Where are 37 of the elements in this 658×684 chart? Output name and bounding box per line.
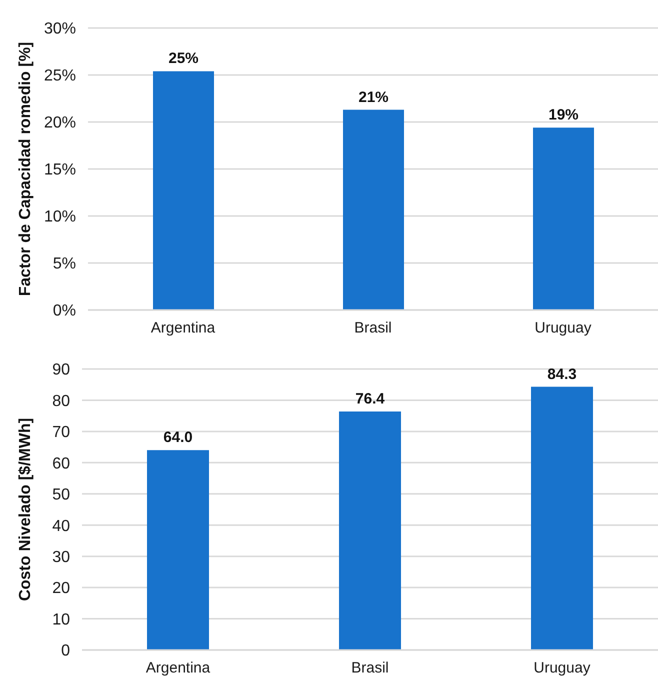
data-label: 19% (548, 106, 579, 124)
y-tick-label: 30 (52, 549, 70, 566)
y-tick-label: 80 (52, 392, 70, 410)
y-tick-label: 90 (52, 362, 70, 379)
y-tick-label: 0% (52, 302, 76, 320)
y-tick-label: 15% (44, 162, 76, 179)
bar (533, 128, 594, 310)
y-tick-label: 5% (52, 256, 76, 273)
data-label: 64.0 (163, 429, 193, 446)
data-label: 21% (358, 88, 389, 106)
x-tick-label: Brasil (354, 320, 392, 337)
bar (343, 110, 404, 310)
y-tick-label: 50 (52, 486, 70, 504)
x-tick-label: Uruguay (534, 660, 591, 677)
x-tick-label: Brasil (351, 660, 389, 677)
bar (339, 411, 401, 650)
bar (531, 386, 593, 650)
x-tick-label: Uruguay (534, 320, 592, 337)
y-tick-label: 60 (52, 455, 70, 472)
bar (153, 71, 214, 310)
y-tick-label: 20 (52, 580, 70, 598)
y-tick-label: 40 (52, 518, 70, 535)
data-label: 84.3 (547, 366, 577, 383)
bar (147, 450, 209, 650)
y-tick-label: 30% (44, 20, 76, 38)
y-axis-title: Factor de Capacidad romedio [%] (17, 42, 34, 296)
data-label: 76.4 (355, 390, 386, 408)
y-tick-label: 0 (61, 642, 70, 660)
x-tick-label: Argentina (146, 660, 211, 677)
y-tick-label: 10% (44, 208, 76, 226)
y-tick-label: 25% (44, 68, 76, 85)
y-tick-label: 10 (52, 611, 70, 628)
y-tick-label: 20% (44, 114, 76, 132)
x-tick-label: Argentina (150, 320, 216, 337)
y-tick-label: 70 (52, 424, 70, 442)
data-label: 25% (168, 50, 199, 68)
y-axis-title: Costo Nivelado [$/MWh] (17, 418, 34, 602)
